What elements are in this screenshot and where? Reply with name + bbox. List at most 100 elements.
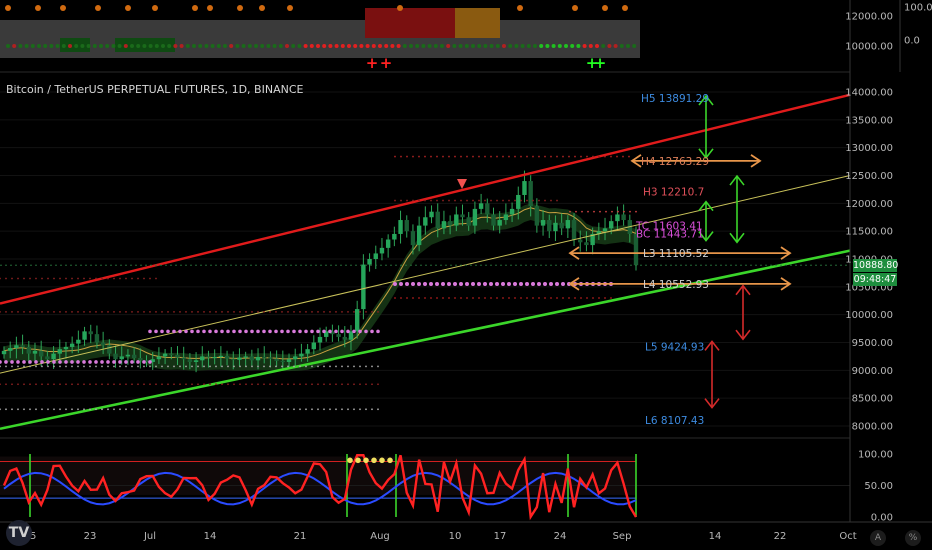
pivot-dot [173,383,175,386]
pivot-dot [239,383,241,386]
signal-dot [495,44,500,48]
candle-body [584,242,589,246]
chart-title: Bitcoin / TetherUS PERPETUAL FUTURES, 1D… [6,83,304,96]
pivot-dot [149,365,151,368]
pivot-dot [466,155,468,158]
pivot-dot [143,310,145,313]
signal-dot [607,44,612,48]
pivot-dot [179,365,181,368]
time-axis[interactable]: 1523Jul1421Aug101724Sep1422Oct [0,521,932,542]
pivot-dot [101,408,103,411]
auto-scale-button[interactable]: A [870,530,886,546]
pivot-dot [155,383,157,386]
pivot-dot [203,310,205,313]
signal-dot [92,44,97,48]
pivot-dot [89,408,91,411]
candle-body [342,336,347,340]
pivot-dot [5,408,7,411]
pivot-dot [317,383,319,386]
pivot-dot-magenta [100,360,104,364]
pivot-dot [629,210,631,213]
pivot-dot-magenta [477,282,481,287]
pivot-dot [125,408,127,411]
pivot-dot [442,155,444,158]
pivot-dot [400,199,402,202]
top-red-zone [365,8,460,38]
time-tick-label: Oct [839,531,856,542]
pivot-dot [113,310,115,313]
signal-dot [223,44,227,48]
signal-dot [130,44,134,48]
level-labels: H5 13891.29 H4 12763.29 H3 12210.7 L3 11105… [0,93,850,427]
pivot-dot-magenta [28,360,32,364]
tradingview-logo[interactable]: TV [6,520,32,546]
pivot-dot-magenta [136,360,140,364]
pivot-dot [77,310,79,313]
orange-signal-dot [622,5,628,11]
pivot-dot-magenta [489,282,493,287]
pivot-dot [209,365,211,368]
pivot-dot [263,383,265,386]
pivot-dot [305,365,307,368]
oscillator-line [2,454,638,521]
top-signal-dots [6,44,637,48]
time-tick-label: 21 [294,531,307,542]
signal-dot [235,44,240,48]
price-tick-label: 12000.00 [845,199,893,210]
pivot-dot [161,365,163,368]
pivot-dot [281,408,283,411]
pivot-dot [155,310,157,313]
pivot-dot [161,383,163,386]
pivot-dot [83,383,85,386]
pivot-dot [317,365,319,368]
pivot-dot [221,408,223,411]
candle-body [522,181,527,195]
pivot-dot [544,199,546,202]
pivot-dot-magenta [507,282,511,287]
signal-dot [514,44,519,48]
pivot-dot [77,365,79,368]
pivot-dot [125,365,127,368]
pivot-dot [179,310,181,313]
h5-h4-arrow-head [698,148,714,160]
candle-body [379,247,385,254]
candle-body [621,214,626,221]
price-axis[interactable]: 14000.00 13500.00 13000.00 12500.00 12000.00… [845,0,932,524]
signal-dot [384,44,389,48]
pivot-dot-magenta [148,360,152,364]
pivot-dot [71,365,73,368]
candle-body [416,225,422,246]
signal-dot [247,44,252,48]
oscillator-body [0,454,850,521]
pivot-dot-magenta [268,329,272,334]
percent-scale-button[interactable]: % [905,530,921,546]
pivot-dot [592,297,594,299]
pivot-dot [53,310,55,313]
red-cross-marker: + [380,54,393,72]
pivot-dot [359,310,361,313]
signal-dot [322,44,327,48]
pivot-dot [251,365,253,368]
pivot-dot [35,365,37,368]
pivot-dot [472,155,474,158]
signal-dot [198,44,203,48]
pivot-dot-magenta [346,329,350,334]
pivot-dot [341,383,343,386]
pivot-dot [575,210,577,213]
pivot-dot [29,383,31,386]
pivot-dot [5,365,7,368]
pivot-dot [611,210,613,213]
pivot-dot [490,155,492,158]
pivot-dot [35,383,37,386]
pivot-dot [47,310,49,313]
time-tick-label: 23 [84,531,97,542]
candle-body [255,356,261,361]
signal-dot [30,44,35,48]
candle-body [131,354,137,359]
pivot-dot [71,383,73,386]
pivot-dot [610,297,612,299]
pivot-dot [59,408,61,411]
pivot-dot [293,383,295,386]
pivot-dot [569,210,571,213]
candle-body [590,233,595,246]
